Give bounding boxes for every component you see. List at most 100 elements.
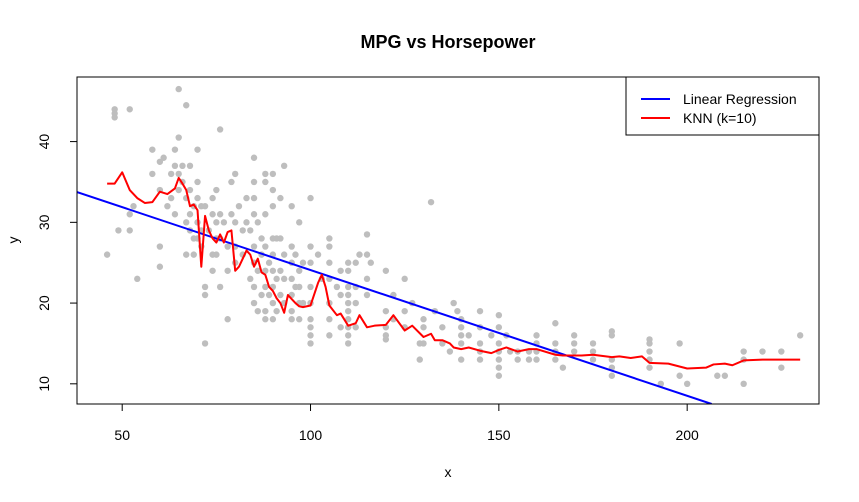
data-point [333,283,341,291]
data-point [344,340,352,347]
data-point [307,340,314,347]
data-point [160,154,167,161]
data-point [740,348,747,355]
data-point [589,340,597,347]
data-point [367,259,374,266]
data-point [344,259,352,266]
y-tick-label: 40 [36,134,52,150]
data-point [778,348,785,355]
data-point [352,259,359,266]
x-tick-label: 50 [114,427,130,443]
data-point [254,307,261,315]
data-point [514,356,521,363]
data-point [344,291,352,299]
data-point [488,332,495,339]
data-point [269,186,277,194]
data-point [352,299,359,307]
data-point [201,291,209,299]
data-point [201,283,209,291]
data-point [262,267,269,274]
data-point [427,198,435,206]
data-point [273,307,280,315]
data-point [296,316,303,323]
data-point [420,316,427,323]
data-point [228,178,235,186]
data-point [224,267,231,274]
data-point [356,251,363,258]
data-point [288,275,295,283]
data-point [201,340,209,347]
data-point [382,267,390,274]
data-point [457,340,465,347]
data-point [296,219,303,226]
data-point [495,364,503,371]
data-point [175,85,182,93]
data-point [194,178,201,186]
data-point [525,356,533,363]
data-point [262,243,269,250]
data-point [231,219,239,226]
data-point [216,126,224,133]
data-point [250,154,258,161]
data-point [103,251,111,258]
data-point [265,291,273,299]
data-point [495,340,503,347]
data-point [344,307,352,315]
data-point [220,219,228,226]
data-point [247,227,254,234]
data-point [262,211,269,218]
y-axis: 10 20 30 40 [36,134,78,392]
chart-title: MPG vs Horsepower [360,32,535,52]
y-tick-label: 10 [36,376,52,392]
data-point [209,211,216,218]
data-point [344,332,352,339]
data-point [363,231,371,238]
data-point [250,194,258,202]
data-point [280,275,288,283]
data-point [171,146,179,153]
data-point [476,307,484,315]
data-point [676,372,683,379]
data-point [533,332,540,339]
data-point [288,307,295,315]
data-point [194,146,201,153]
data-point [454,307,461,315]
data-point [280,162,288,170]
data-point [269,299,277,307]
data-point [326,332,333,339]
data-point [740,380,747,388]
data-point [552,340,559,347]
data-point [307,194,314,202]
data-point [277,194,284,202]
data-point [190,251,197,258]
x-tick-label: 100 [299,427,323,443]
data-point [224,316,231,323]
data-point [721,372,729,379]
data-point [307,259,314,266]
data-point [126,211,133,218]
data-point [262,307,269,315]
data-point [126,106,133,113]
data-point [269,202,277,210]
data-point [307,324,314,331]
linear-regression-line [77,191,712,404]
data-point [247,275,254,283]
data-point [344,283,352,291]
data-point [262,316,269,323]
data-point [216,283,224,291]
data-point [296,267,303,274]
data-point [175,134,182,141]
data-point [608,372,616,379]
data-point [156,263,164,270]
data-point [254,219,261,226]
data-point [134,275,141,283]
data-point [401,275,408,283]
data-point [175,170,182,178]
data-point [344,316,352,323]
data-point [326,316,333,323]
data-point [457,356,465,363]
data-point [175,186,182,194]
legend: Linear Regression KNN (k=10) [625,76,820,136]
data-point [401,307,408,315]
